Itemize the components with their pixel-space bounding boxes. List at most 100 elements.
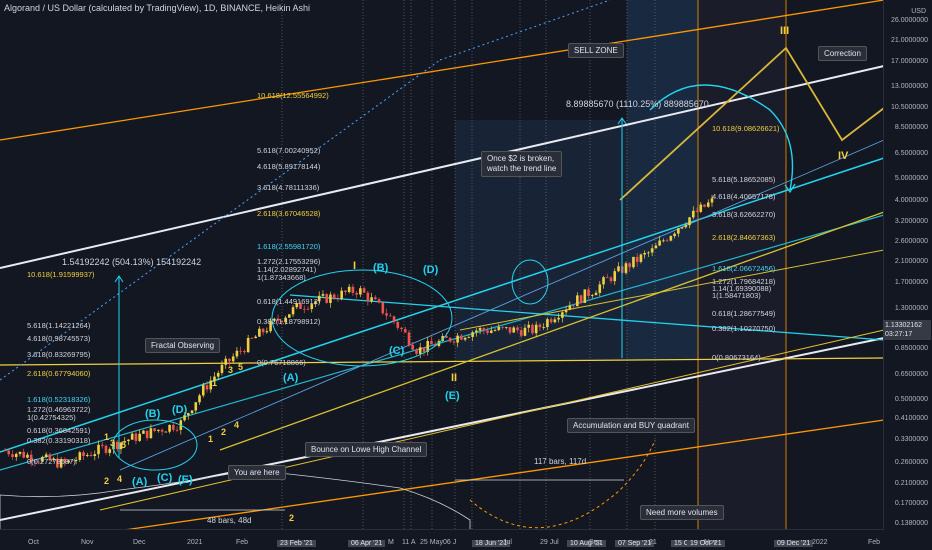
time-axis[interactable]: Oct Nov Dec 2021 Feb 23 Feb '21 06 Apr '21 M 11 …	[0, 529, 884, 550]
candle-body	[119, 442, 123, 450]
fib-label: 5.618(7.00240952)	[257, 146, 321, 155]
candle-body	[314, 301, 317, 305]
blue-dotted-line	[0, 59, 441, 381]
candle-body	[486, 330, 489, 333]
candle-body	[14, 453, 18, 458]
candle-body	[433, 344, 437, 346]
candle-body	[426, 340, 430, 352]
candle-body	[576, 295, 579, 307]
time-tick: 09 Dec '21	[774, 540, 814, 547]
candle-body	[198, 395, 201, 403]
fib-label: 1.618(2.06672456)	[712, 264, 776, 273]
candle-body	[377, 299, 381, 303]
fib-label: 1.618(2.55981720)	[257, 242, 321, 251]
callout-you-are-here[interactable]: You are here	[228, 465, 286, 480]
candle-body	[590, 295, 594, 296]
white-lower-channel	[0, 337, 885, 521]
candle-body	[213, 376, 216, 381]
candle-body	[130, 433, 134, 440]
wave-m5: 5	[121, 440, 127, 450]
wave-A-small: (A)	[132, 476, 148, 488]
price-tick: 0.2100000	[894, 479, 928, 487]
price-tick: 1.7000000	[894, 278, 928, 286]
candle-body	[93, 454, 97, 457]
candle-body	[374, 297, 377, 300]
candle-body	[691, 210, 695, 218]
callout-volumes[interactable]: Need more volumes	[640, 505, 724, 520]
fractal-ellipse-small	[112, 419, 198, 471]
time-tick: 10 Aug '21	[567, 540, 606, 547]
candle-body	[332, 294, 336, 299]
candle-body	[74, 459, 78, 462]
time-tick: 2021	[187, 539, 203, 546]
candle-body	[149, 428, 153, 439]
candle-body	[216, 372, 220, 377]
wave-n3: 3	[228, 365, 234, 375]
candle-body	[52, 458, 55, 461]
candle-body	[291, 307, 295, 315]
price-tick: 4.0000000	[894, 196, 928, 204]
candle-body	[239, 350, 242, 352]
candle-body	[531, 324, 534, 334]
candle-body	[22, 451, 26, 458]
candle-body	[359, 288, 362, 295]
fib-label: 1.14(1.69390088)	[712, 284, 772, 293]
callout-correction[interactable]: Correction	[818, 46, 867, 61]
fib-label: 0.382(1.18798912)	[257, 317, 321, 326]
candle-body	[665, 240, 669, 242]
candle-body	[138, 433, 141, 441]
cyan-wedge-line	[289, 294, 885, 341]
candle-body	[617, 266, 620, 272]
candle-body	[388, 315, 392, 317]
wave-m2: 2	[104, 476, 110, 486]
candle-body	[572, 305, 575, 307]
time-tick: Jul	[503, 539, 512, 546]
candle-body	[557, 317, 560, 320]
callout-fractal[interactable]: Fractal Observing	[145, 338, 221, 353]
candle-body	[680, 227, 684, 229]
candle-body	[362, 288, 366, 293]
yellow-lower-line	[99, 329, 885, 511]
callout-break[interactable]: Once $2 is broken, watch the trend line	[481, 151, 563, 177]
candle-body	[632, 256, 635, 268]
fib-label: 4.618(0.98745573)	[27, 334, 91, 343]
candle-body	[684, 225, 688, 228]
wave-n2: 2	[221, 427, 227, 437]
orange-lower-line	[0, 419, 885, 549]
price-tick: 0.1700000	[894, 499, 928, 507]
price-tick: 0.5000000	[894, 396, 928, 404]
candle-body	[235, 350, 239, 357]
candle-body	[280, 320, 284, 323]
candle-body	[164, 431, 168, 433]
candle-body	[142, 430, 145, 434]
fib-label: 2.618(3.67046528)	[257, 209, 321, 218]
candle-body	[123, 441, 127, 443]
wave-III: III	[780, 25, 790, 37]
wave-n5: 5	[238, 362, 244, 372]
time-tick: 07 Sep '21	[615, 540, 655, 547]
candle-body	[396, 321, 400, 328]
callout-bounce[interactable]: Bounce on Lowe High Channel	[305, 442, 428, 457]
candle-body	[26, 454, 29, 458]
candle-body	[194, 402, 198, 411]
candle-body	[669, 236, 673, 241]
time-tick: 18 Jun '21	[472, 540, 511, 547]
candle-body	[344, 290, 347, 293]
wave-n1: 1	[212, 378, 218, 388]
wave-m1: 1	[104, 432, 110, 442]
candle-body	[392, 316, 396, 322]
candle-body	[508, 327, 512, 333]
wave-B-small: (B)	[145, 408, 161, 420]
callout-sell-zone[interactable]: SELL ZONE	[568, 43, 624, 58]
callout-accumulation[interactable]: Accumulation and BUY quadrant	[567, 418, 695, 433]
fib-label: 1(0.42754325)	[27, 413, 76, 422]
wave-C-small: (C)	[157, 472, 173, 484]
candle-body	[568, 305, 572, 310]
candle-body	[605, 277, 609, 279]
price-axis[interactable]: USD 26.0000000 21.0000000 17.0000000 13.000…	[883, 0, 932, 530]
wave-B-main: (B)	[373, 262, 389, 274]
currency-label: USD	[911, 8, 926, 15]
fib-label: 1.272(2.17553296)	[257, 257, 321, 266]
